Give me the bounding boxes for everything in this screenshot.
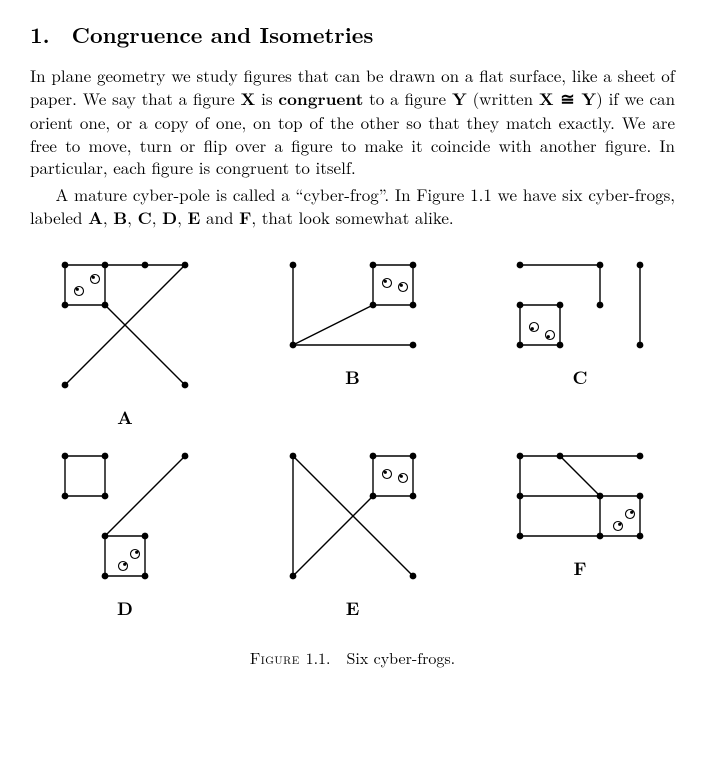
- p1-text-b: is: [255, 86, 278, 110]
- frog-svg-E: [278, 441, 428, 591]
- frog-cell-E: E: [258, 441, 448, 621]
- frog-label-F: F: [485, 557, 675, 581]
- frog-cell-B: B: [258, 250, 448, 430]
- frog-label-C: C: [485, 366, 675, 390]
- frog-label-A: A: [30, 406, 220, 430]
- figure-caption: Figure 1.1. Six cyber-frogs.: [30, 647, 675, 669]
- p2-lblA: A: [88, 206, 103, 230]
- p1-expr: X ≅ Y: [539, 87, 596, 111]
- p1-Y: Y: [452, 87, 467, 111]
- frog-row-2: D E F: [30, 441, 675, 621]
- frog-label-E: E: [258, 597, 448, 621]
- p1-congruent: congruent: [278, 87, 363, 111]
- caption-figure-sc: Figure: [250, 646, 306, 669]
- frog-label-B: B: [258, 366, 448, 390]
- frog-svg-F: [505, 441, 655, 551]
- p2-lblC: C: [138, 206, 152, 230]
- frog-cell-C: C: [485, 250, 675, 430]
- p1-X: X: [241, 87, 256, 111]
- p2-and: and: [200, 205, 239, 229]
- paragraph-2: A mature cyber-pole is called a “cyber-f…: [30, 183, 675, 230]
- p2-lblF: F: [239, 206, 251, 230]
- p2-lblE: E: [187, 206, 200, 230]
- frog-row-1: A B C: [30, 250, 675, 430]
- frog-cell-F: F: [485, 441, 675, 621]
- frog-cell-A: A: [30, 250, 220, 430]
- paragraph-1: In plane geometry we study figures that …: [30, 64, 675, 180]
- frog-cell-D: D: [30, 441, 220, 621]
- section-heading: 1. Congruence and Isometries: [30, 20, 675, 50]
- p1-text-d: (written: [467, 86, 539, 110]
- p2-lblB: B: [113, 206, 127, 230]
- figure-1-1: A B C D E F Figure 1.1. Six cyber-frogs.: [30, 250, 675, 668]
- p2-text-b: , that look somewhat alike.: [251, 205, 453, 229]
- p1-text-c: to a figure: [363, 86, 452, 110]
- frog-svg-D: [50, 441, 200, 591]
- frog-svg-B: [278, 250, 428, 360]
- frog-svg-C: [505, 250, 655, 360]
- p2-lblD: D: [162, 206, 177, 230]
- frog-label-D: D: [30, 597, 220, 621]
- caption-rest: 1.1. Six cyber-frogs.: [306, 646, 456, 669]
- frog-svg-A: [50, 250, 200, 400]
